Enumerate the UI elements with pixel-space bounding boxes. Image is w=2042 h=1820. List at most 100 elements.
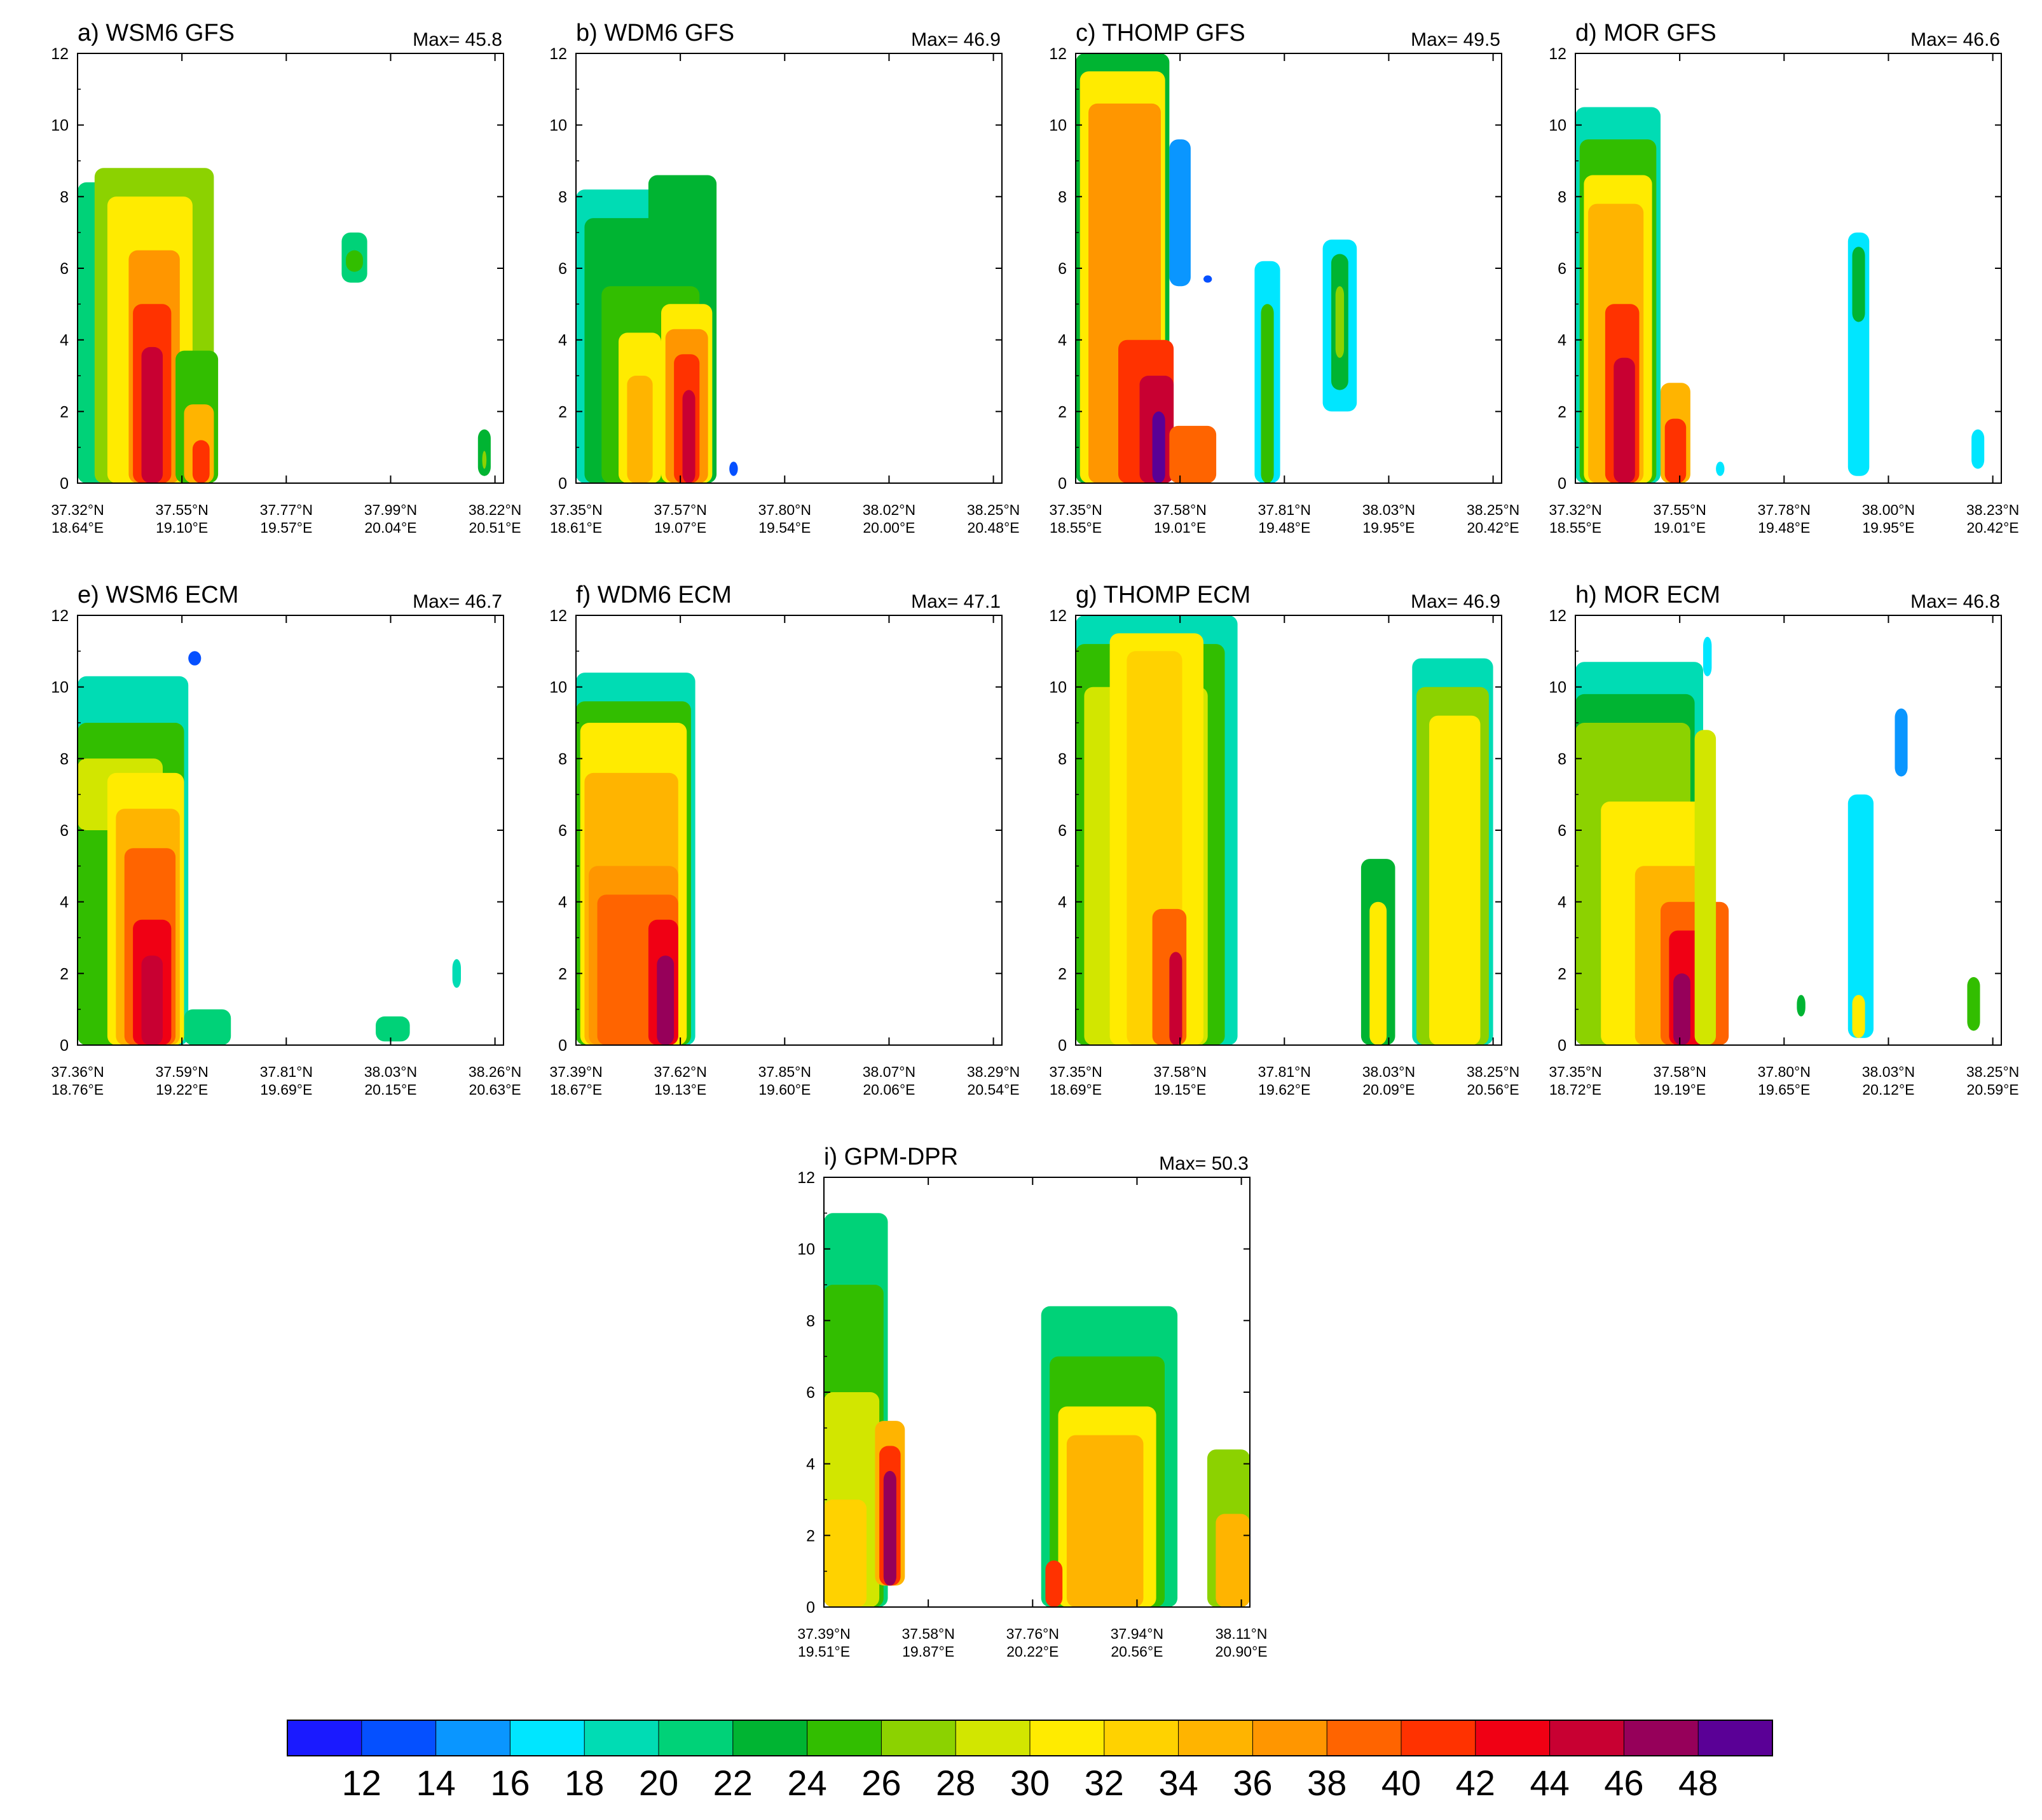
- x-tick-lon: 19.01°E: [1654, 519, 1706, 536]
- y-tick-label: 2: [558, 403, 567, 421]
- colorbar-label: 26: [861, 1763, 901, 1803]
- reflectivity-cell: [1429, 715, 1481, 1045]
- x-tick-lon: 19.48°E: [1758, 519, 1810, 536]
- colorbar: 12 14 16 18 20 22 24 26 28 30 32 34 36 38 40 42 44 46 48: [287, 1720, 1773, 1803]
- x-tick-lon: 20.09°E: [1362, 1081, 1415, 1098]
- y-tick-label: 8: [60, 750, 69, 768]
- x-tick-lon: 19.57°E: [260, 519, 312, 536]
- x-tick-lat: 37.76°N: [1006, 1625, 1059, 1642]
- reflectivity-cell: [1847, 794, 1874, 1038]
- colorbar-label: 12: [342, 1763, 381, 1803]
- y-tick-label: 12: [549, 45, 567, 63]
- x-tick-lon: 19.51°E: [798, 1643, 850, 1660]
- y-tick-label: 4: [1058, 332, 1067, 350]
- x-tick-lat: 38.26°N: [469, 1064, 521, 1080]
- y-tick-label: 6: [558, 260, 567, 278]
- x-tick-lon: 18.67°E: [550, 1081, 602, 1098]
- y-tick-label: 12: [797, 1169, 815, 1187]
- y-tick-label: 6: [1558, 260, 1566, 278]
- panel-title: d) MOR GFS: [1575, 20, 1717, 46]
- y-tick-label: 8: [558, 188, 567, 206]
- colorbar-label: 22: [713, 1763, 753, 1803]
- x-tick-lon: 19.54°E: [758, 519, 811, 536]
- reflectivity-cell: [141, 955, 163, 1045]
- y-tick-label: 0: [558, 475, 567, 493]
- y-tick-label: 6: [1058, 260, 1067, 278]
- y-tick-label: 4: [558, 894, 567, 912]
- x-tick-lat: 37.99°N: [364, 502, 417, 518]
- colorbar-label: 46: [1604, 1763, 1643, 1803]
- y-tick-label: 0: [558, 1037, 567, 1055]
- colorbar-swatch: [1401, 1720, 1476, 1756]
- x-tick-lat: 38.03°N: [1362, 1064, 1415, 1080]
- panel-e: 0 2 4 6 8 10 12 37.36°N18.76°E 37.59°N19.22°E 37.…: [51, 582, 521, 1098]
- reflectivity-cell: [1852, 995, 1865, 1038]
- reflectivity-cell: [1261, 304, 1274, 483]
- y-tick-label: 2: [1058, 965, 1067, 983]
- panel-max-value: Max= 49.5: [1411, 29, 1500, 50]
- y-tick-label: 4: [1558, 332, 1566, 350]
- y-tick-label: 10: [549, 117, 567, 135]
- y-tick-label: 2: [1058, 403, 1067, 421]
- x-tick-lat: 37.94°N: [1111, 1625, 1163, 1642]
- colorbar-swatch: [658, 1720, 734, 1756]
- y-tick-label: 0: [60, 475, 69, 493]
- x-tick-lon: 18.72°E: [1549, 1081, 1601, 1098]
- colorbar-label: 24: [787, 1763, 826, 1803]
- x-tick-lat: 38.23°N: [1966, 502, 2019, 518]
- x-tick-lat: 38.02°N: [863, 502, 915, 518]
- y-tick-label: 0: [806, 1599, 815, 1617]
- colorbar-label: 36: [1233, 1763, 1272, 1803]
- panel-c: 0 2 4 6 8 10 12 37.35°N18.55°E 37.58°N19.01°E 37.…: [1049, 20, 1519, 536]
- reflectivity-cell: [376, 1016, 410, 1042]
- colorbar-label: 34: [1158, 1763, 1198, 1803]
- x-tick-lon: 19.48°E: [1258, 519, 1310, 536]
- y-tick-label: 10: [1549, 679, 1566, 697]
- y-tick-label: 12: [1049, 607, 1067, 625]
- x-tick-lon: 18.69°E: [1050, 1081, 1102, 1098]
- colorbar-swatch: [509, 1720, 586, 1756]
- x-tick-lat: 37.77°N: [260, 502, 313, 518]
- reflectivity-cell: [1797, 995, 1806, 1016]
- panel-max-value: Max= 45.8: [413, 29, 502, 50]
- x-tick-lon: 20.00°E: [863, 519, 915, 536]
- x-tick-lon: 19.95°E: [1362, 519, 1415, 536]
- panel-title: g) THOMP ECM: [1076, 582, 1251, 608]
- panel-max-value: Max= 50.3: [1159, 1153, 1249, 1174]
- panel-b: 0 2 4 6 8 10 12 37.35°N18.61°E 37.57°N19.07°E 37.…: [549, 20, 1020, 536]
- y-tick-label: 4: [1558, 894, 1566, 912]
- reflectivity-cell: [1673, 973, 1690, 1045]
- colorbar-label: 38: [1307, 1763, 1346, 1803]
- x-tick-lat: 38.25°N: [1966, 1064, 2019, 1080]
- x-tick-lat: 37.55°N: [155, 502, 208, 518]
- panel-title: e) WSM6 ECM: [78, 582, 238, 608]
- panel-d: 0 2 4 6 8 10 12 37.32°N18.55°E 37.55°N19.01°E 37.…: [1549, 20, 2019, 536]
- colorbar-swatch: [584, 1720, 660, 1756]
- x-tick-lon: 19.15°E: [1154, 1081, 1206, 1098]
- x-tick-lon: 20.90°E: [1216, 1643, 1268, 1660]
- reflectivity-cell: [1169, 952, 1182, 1045]
- panel-title: b) WDM6 GFS: [576, 20, 734, 46]
- colorbar-swatch: [1178, 1720, 1254, 1756]
- y-tick-label: 6: [1558, 822, 1566, 840]
- reflectivity-cell: [1703, 636, 1712, 676]
- y-tick-label: 4: [60, 894, 69, 912]
- y-tick-label: 2: [558, 965, 567, 983]
- reflectivity-cell: [883, 1470, 896, 1586]
- panel-g: 0 2 4 6 8 10 12 37.35°N18.69°E 37.58°N19.15°E 37.…: [1049, 582, 1519, 1098]
- x-tick-lat: 38.00°N: [1862, 502, 1915, 518]
- y-tick-label: 2: [1558, 403, 1566, 421]
- x-tick-lon: 19.95°E: [1862, 519, 1914, 536]
- reflectivity-cell: [627, 376, 653, 483]
- y-tick-label: 2: [60, 965, 69, 983]
- colorbar-label: 18: [565, 1763, 604, 1803]
- panel-a: 0 2 4 6 8 10 12 37.32°N18.64°E 37.55°N19.10°E 37.…: [51, 20, 521, 536]
- panel-max-value: Max= 46.9: [911, 29, 1001, 50]
- colorbar-frame: [287, 1720, 1773, 1756]
- y-tick-label: 10: [1049, 679, 1067, 697]
- colorbar-swatch: [1623, 1720, 1699, 1756]
- y-tick-label: 12: [51, 607, 69, 625]
- reflectivity-cell: [1169, 425, 1217, 483]
- panel-title: h) MOR ECM: [1575, 582, 1720, 608]
